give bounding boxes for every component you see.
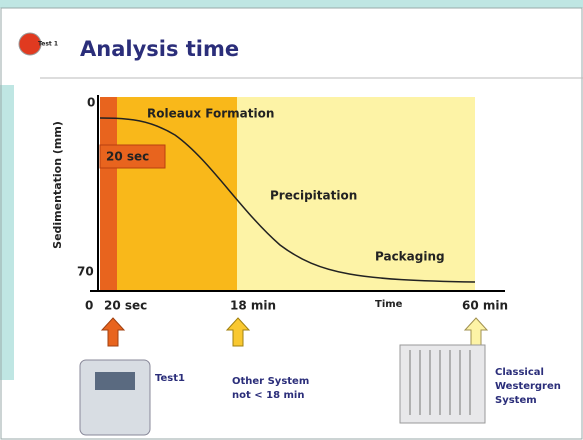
system-label: Westergren xyxy=(495,381,561,392)
system-label: not < 18 min xyxy=(232,390,304,401)
y-top-label: 0 xyxy=(87,96,95,110)
system-label: Test1 xyxy=(155,373,185,384)
system-label: Other System xyxy=(232,376,309,387)
phase-label: Precipitation xyxy=(270,189,357,203)
title: Analysis time xyxy=(80,37,239,61)
icon-label: Test 1 xyxy=(38,41,58,48)
zone-box-label: 20 sec xyxy=(106,150,149,164)
device-image xyxy=(80,360,150,435)
x-mark-label: 20 sec xyxy=(104,299,147,313)
x-mark-label: Time xyxy=(375,299,403,310)
x-origin-label: 0 xyxy=(85,299,93,313)
zone-other xyxy=(117,97,237,290)
x-mark-label: 60 min xyxy=(462,299,508,313)
x-mark-label: 18 min xyxy=(230,299,276,313)
y-bottom-label: 70 xyxy=(77,265,94,279)
rack-image xyxy=(400,345,485,423)
system-label: Classical xyxy=(495,367,544,378)
y-axis-label: Sedimentation (mm) xyxy=(51,121,64,249)
phase-label: Packaging xyxy=(375,250,445,264)
slide: Test 1 Analysis time 20 sec Roleaux Form… xyxy=(0,0,583,440)
top-band xyxy=(0,0,583,8)
system-label: System xyxy=(495,395,537,406)
device-screen xyxy=(95,372,135,390)
phase-label: Roleaux Formation xyxy=(147,107,274,121)
left-band xyxy=(0,85,14,380)
zone-test1 xyxy=(100,97,117,290)
